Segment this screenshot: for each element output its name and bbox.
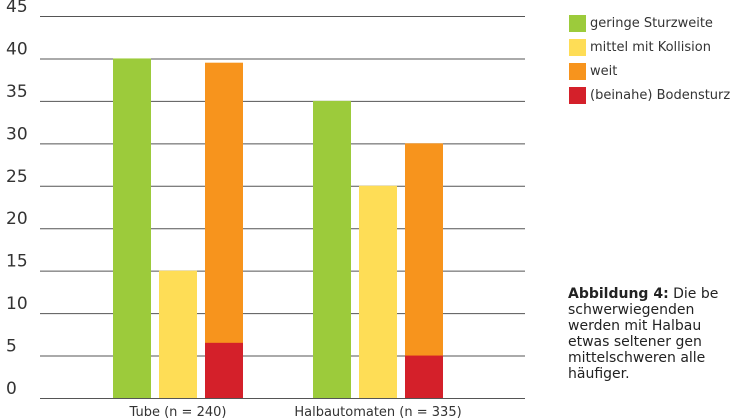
figure-caption: Abbildung 4: Die be schwerwiegenden werd… <box>568 286 741 420</box>
legend-item: geringe Sturzweite <box>569 12 730 34</box>
legend-item: (beinahe) Bodensturz <box>569 84 730 106</box>
caption-line-1: Die be <box>668 286 719 302</box>
legend-swatch <box>569 14 586 32</box>
x-category-label: Halbautomaten (n = 335) <box>294 405 461 420</box>
bar <box>113 58 151 398</box>
bar <box>205 62 243 398</box>
bar <box>359 185 397 398</box>
legend-label: mittel mit Kollision <box>590 39 711 55</box>
bar <box>405 355 443 398</box>
caption-line-3: werden mit Halbau <box>568 318 702 334</box>
caption-line-4: etwas seltener gen <box>568 334 702 350</box>
y-tick-label: 5 <box>6 337 17 357</box>
y-tick-label: 0 <box>6 379 17 399</box>
bar <box>313 100 351 398</box>
caption-line-6: häufiger. <box>568 366 630 382</box>
y-tick-label: 45 <box>6 0 28 17</box>
y-tick-label: 20 <box>6 209 28 229</box>
legend-swatch <box>569 38 586 56</box>
y-tick-label: 30 <box>6 124 28 144</box>
x-axis-category-labels: Tube (n = 240) Halbautomaten (n = 335) <box>129 405 462 420</box>
y-tick-label: 15 <box>6 252 28 272</box>
caption-lead: Abbildung 4: <box>568 286 669 302</box>
x-category-label: Tube (n = 240) <box>129 405 227 420</box>
legend-label: (beinahe) Bodensturz <box>590 87 731 103</box>
legend-item: mittel mit Kollision <box>569 36 730 58</box>
bar-chart: 0 5 10 15 20 25 30 35 40 45 Tube (n = 240) Halbaut… <box>6 0 525 420</box>
legend-item: weit <box>569 60 730 82</box>
caption-line-5: mittelschweren alle <box>568 350 706 366</box>
gridlines <box>40 16 525 399</box>
bars <box>113 58 443 398</box>
legend-swatch <box>569 62 586 80</box>
bar <box>205 342 243 398</box>
y-tick-label: 10 <box>6 294 28 314</box>
legend: geringe Sturzweite mittel mit Kollision we… <box>569 12 730 108</box>
caption-line-2: schwerwiegenden <box>568 302 695 318</box>
y-tick-label: 40 <box>6 39 28 59</box>
y-tick-label: 25 <box>6 167 28 187</box>
y-tick-label: 35 <box>6 82 28 102</box>
legend-swatch <box>569 86 586 104</box>
legend-label: geringe Sturzweite <box>590 15 713 31</box>
legend-label: weit <box>590 63 618 79</box>
y-axis-tick-labels: 0 5 10 15 20 25 30 35 40 45 <box>6 0 28 399</box>
bar <box>159 270 197 398</box>
